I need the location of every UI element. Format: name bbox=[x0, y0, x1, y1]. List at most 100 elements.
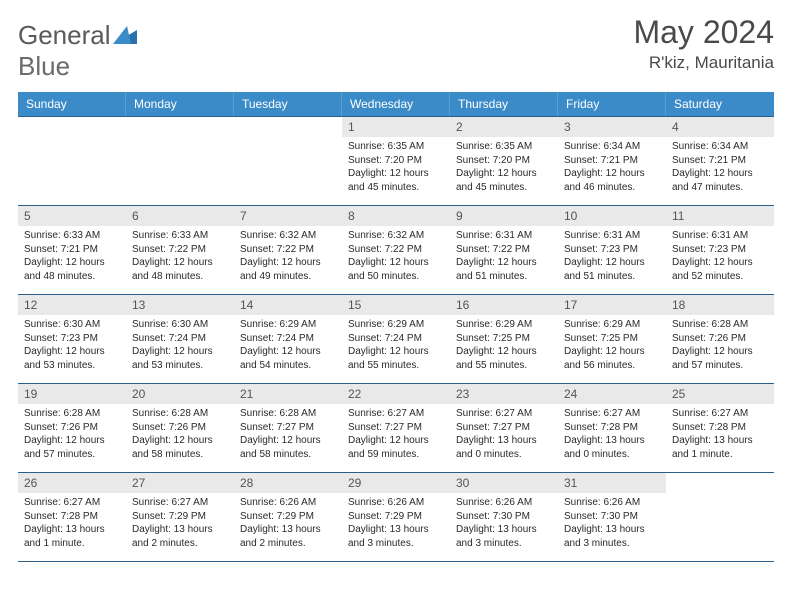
day-number: 25 bbox=[666, 384, 774, 404]
day-details: Sunrise: 6:34 AMSunset: 7:21 PMDaylight:… bbox=[666, 137, 774, 198]
day-number: 22 bbox=[342, 384, 450, 404]
sunset-text: Sunset: 7:22 PM bbox=[348, 243, 444, 257]
sunset-text: Sunset: 7:30 PM bbox=[564, 510, 660, 524]
sunset-text: Sunset: 7:29 PM bbox=[132, 510, 228, 524]
week-row: 12Sunrise: 6:30 AMSunset: 7:23 PMDayligh… bbox=[18, 294, 774, 383]
day-number: 15 bbox=[342, 295, 450, 315]
day-details: Sunrise: 6:28 AMSunset: 7:26 PMDaylight:… bbox=[18, 404, 126, 465]
day-cell: 22Sunrise: 6:27 AMSunset: 7:27 PMDayligh… bbox=[342, 384, 450, 472]
sunset-text: Sunset: 7:29 PM bbox=[240, 510, 336, 524]
daylight-text: Daylight: 13 hours bbox=[348, 523, 444, 537]
daylight-text: Daylight: 12 hours bbox=[348, 256, 444, 270]
sunrise-text: Sunrise: 6:30 AM bbox=[132, 318, 228, 332]
sunset-text: Sunset: 7:27 PM bbox=[348, 421, 444, 435]
daylight-text: Daylight: 13 hours bbox=[132, 523, 228, 537]
sunrise-text: Sunrise: 6:27 AM bbox=[456, 407, 552, 421]
day-cell: 5Sunrise: 6:33 AMSunset: 7:21 PMDaylight… bbox=[18, 206, 126, 294]
day-number: 11 bbox=[666, 206, 774, 226]
day-number: 21 bbox=[234, 384, 342, 404]
daylight-text: and 57 minutes. bbox=[24, 448, 120, 462]
sunrise-text: Sunrise: 6:30 AM bbox=[24, 318, 120, 332]
day-details: Sunrise: 6:32 AMSunset: 7:22 PMDaylight:… bbox=[234, 226, 342, 287]
daylight-text: Daylight: 12 hours bbox=[456, 256, 552, 270]
day-cell: 11Sunrise: 6:31 AMSunset: 7:23 PMDayligh… bbox=[666, 206, 774, 294]
sunrise-text: Sunrise: 6:26 AM bbox=[240, 496, 336, 510]
day-number: 20 bbox=[126, 384, 234, 404]
day-number bbox=[126, 117, 234, 137]
daylight-text: and 55 minutes. bbox=[456, 359, 552, 373]
day-cell: 14Sunrise: 6:29 AMSunset: 7:24 PMDayligh… bbox=[234, 295, 342, 383]
sunset-text: Sunset: 7:28 PM bbox=[564, 421, 660, 435]
sunrise-text: Sunrise: 6:27 AM bbox=[348, 407, 444, 421]
daylight-text: Daylight: 12 hours bbox=[132, 434, 228, 448]
weekday-label: Monday bbox=[126, 92, 234, 116]
day-cell: 12Sunrise: 6:30 AMSunset: 7:23 PMDayligh… bbox=[18, 295, 126, 383]
sunrise-text: Sunrise: 6:27 AM bbox=[672, 407, 768, 421]
day-details: Sunrise: 6:28 AMSunset: 7:27 PMDaylight:… bbox=[234, 404, 342, 465]
sunrise-text: Sunrise: 6:28 AM bbox=[24, 407, 120, 421]
sunrise-text: Sunrise: 6:31 AM bbox=[456, 229, 552, 243]
day-details: Sunrise: 6:33 AMSunset: 7:22 PMDaylight:… bbox=[126, 226, 234, 287]
day-cell: 29Sunrise: 6:26 AMSunset: 7:29 PMDayligh… bbox=[342, 473, 450, 561]
daylight-text: and 46 minutes. bbox=[564, 181, 660, 195]
sunset-text: Sunset: 7:23 PM bbox=[672, 243, 768, 257]
weekday-label: Tuesday bbox=[234, 92, 342, 116]
sunset-text: Sunset: 7:20 PM bbox=[456, 154, 552, 168]
daylight-text: and 0 minutes. bbox=[564, 448, 660, 462]
daylight-text: Daylight: 12 hours bbox=[24, 434, 120, 448]
day-number: 4 bbox=[666, 117, 774, 137]
calendar-page: GeneralBlue May 2024 R'kiz, Mauritania S… bbox=[0, 0, 792, 562]
day-details: Sunrise: 6:31 AMSunset: 7:23 PMDaylight:… bbox=[666, 226, 774, 287]
sunset-text: Sunset: 7:29 PM bbox=[348, 510, 444, 524]
daylight-text: and 2 minutes. bbox=[240, 537, 336, 551]
daylight-text: and 51 minutes. bbox=[456, 270, 552, 284]
day-details: Sunrise: 6:26 AMSunset: 7:30 PMDaylight:… bbox=[558, 493, 666, 554]
week-row: 1Sunrise: 6:35 AMSunset: 7:20 PMDaylight… bbox=[18, 116, 774, 205]
sunset-text: Sunset: 7:21 PM bbox=[24, 243, 120, 257]
sunset-text: Sunset: 7:27 PM bbox=[456, 421, 552, 435]
day-cell: 27Sunrise: 6:27 AMSunset: 7:29 PMDayligh… bbox=[126, 473, 234, 561]
day-number: 19 bbox=[18, 384, 126, 404]
week-row: 19Sunrise: 6:28 AMSunset: 7:26 PMDayligh… bbox=[18, 383, 774, 472]
daylight-text: Daylight: 13 hours bbox=[24, 523, 120, 537]
day-number: 26 bbox=[18, 473, 126, 493]
daylight-text: and 52 minutes. bbox=[672, 270, 768, 284]
daylight-text: and 47 minutes. bbox=[672, 181, 768, 195]
day-details: Sunrise: 6:30 AMSunset: 7:23 PMDaylight:… bbox=[18, 315, 126, 376]
day-details: Sunrise: 6:28 AMSunset: 7:26 PMDaylight:… bbox=[126, 404, 234, 465]
logo-shape bbox=[113, 20, 137, 51]
sunrise-text: Sunrise: 6:28 AM bbox=[132, 407, 228, 421]
day-number: 9 bbox=[450, 206, 558, 226]
daylight-text: Daylight: 13 hours bbox=[564, 434, 660, 448]
weekday-label: Sunday bbox=[18, 92, 126, 116]
daylight-text: Daylight: 12 hours bbox=[240, 256, 336, 270]
brand-name: GeneralBlue bbox=[18, 20, 137, 82]
day-details: Sunrise: 6:26 AMSunset: 7:30 PMDaylight:… bbox=[450, 493, 558, 554]
sunrise-text: Sunrise: 6:34 AM bbox=[564, 140, 660, 154]
day-cell: 15Sunrise: 6:29 AMSunset: 7:24 PMDayligh… bbox=[342, 295, 450, 383]
day-number: 23 bbox=[450, 384, 558, 404]
daylight-text: and 58 minutes. bbox=[132, 448, 228, 462]
day-cell: 1Sunrise: 6:35 AMSunset: 7:20 PMDaylight… bbox=[342, 117, 450, 205]
day-cell: 6Sunrise: 6:33 AMSunset: 7:22 PMDaylight… bbox=[126, 206, 234, 294]
sunrise-text: Sunrise: 6:26 AM bbox=[456, 496, 552, 510]
sunrise-text: Sunrise: 6:28 AM bbox=[672, 318, 768, 332]
daylight-text: Daylight: 12 hours bbox=[24, 345, 120, 359]
day-number: 10 bbox=[558, 206, 666, 226]
day-cell: 17Sunrise: 6:29 AMSunset: 7:25 PMDayligh… bbox=[558, 295, 666, 383]
sunrise-text: Sunrise: 6:33 AM bbox=[24, 229, 120, 243]
daylight-text: and 57 minutes. bbox=[672, 359, 768, 373]
day-number: 1 bbox=[342, 117, 450, 137]
sunrise-text: Sunrise: 6:26 AM bbox=[348, 496, 444, 510]
day-cell bbox=[666, 473, 774, 561]
sunrise-text: Sunrise: 6:28 AM bbox=[240, 407, 336, 421]
daylight-text: Daylight: 12 hours bbox=[348, 345, 444, 359]
day-cell: 19Sunrise: 6:28 AMSunset: 7:26 PMDayligh… bbox=[18, 384, 126, 472]
day-number: 6 bbox=[126, 206, 234, 226]
daylight-text: and 2 minutes. bbox=[132, 537, 228, 551]
day-cell: 2Sunrise: 6:35 AMSunset: 7:20 PMDaylight… bbox=[450, 117, 558, 205]
sunrise-text: Sunrise: 6:35 AM bbox=[348, 140, 444, 154]
sunrise-text: Sunrise: 6:32 AM bbox=[240, 229, 336, 243]
sunset-text: Sunset: 7:26 PM bbox=[132, 421, 228, 435]
daylight-text: and 1 minute. bbox=[672, 448, 768, 462]
